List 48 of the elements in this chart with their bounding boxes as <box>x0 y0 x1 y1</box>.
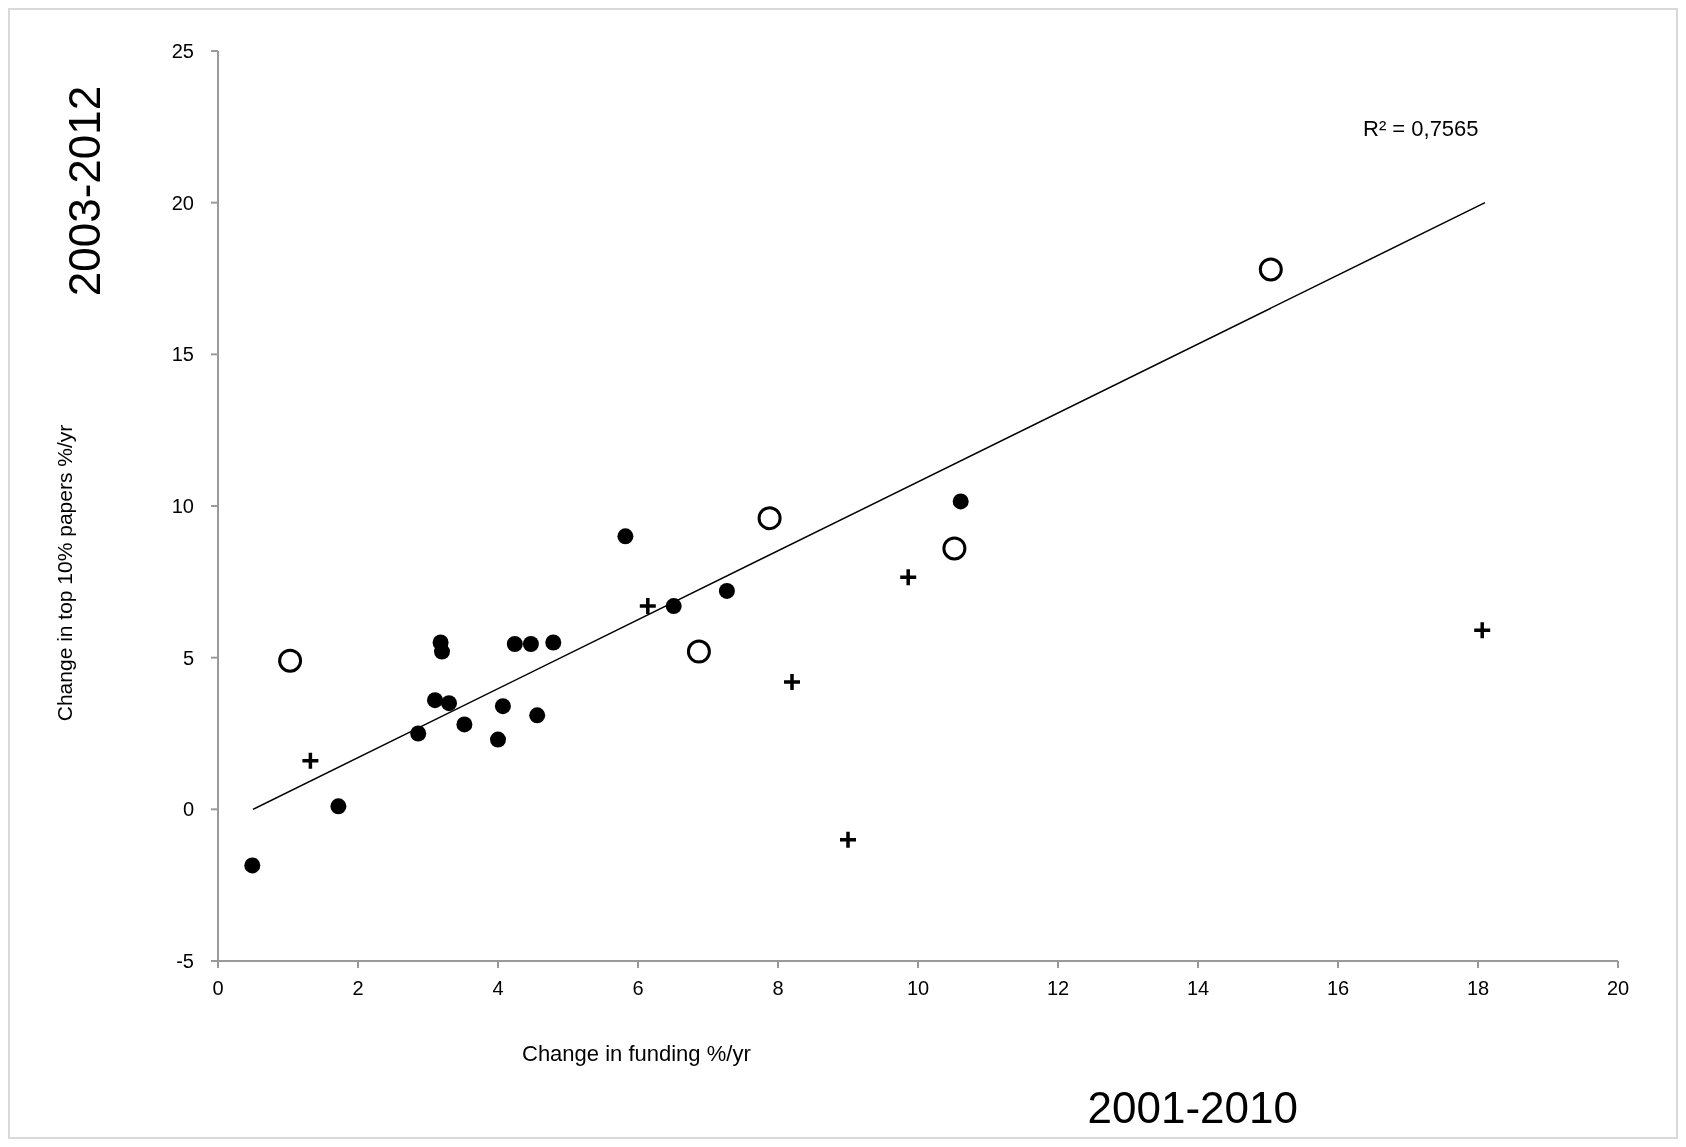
x-tick-label: 6 <box>632 977 644 999</box>
y-tick-label: 10 <box>171 495 194 517</box>
y-tick-label: -5 <box>176 950 194 972</box>
x-tick-label: 16 <box>1326 977 1350 999</box>
y-axis-title: Change in top 10% papers %/yr <box>53 424 76 722</box>
point <box>244 857 261 874</box>
point <box>1258 257 1283 282</box>
x-tick-label: 14 <box>1186 977 1210 999</box>
point <box>456 716 473 733</box>
x-tick-label: 0 <box>212 977 224 999</box>
annotation: R² = 0,7565 <box>1363 116 1479 141</box>
y-tick-label: 20 <box>171 191 194 214</box>
y-tick-label: 15 <box>171 343 194 366</box>
text: 2003-2012 <box>60 85 109 297</box>
point <box>638 596 658 616</box>
point <box>757 506 782 531</box>
text: 2001-2010 <box>1087 1083 1298 1132</box>
y-tick-label: 0 <box>182 798 194 821</box>
point <box>490 731 506 748</box>
point <box>278 648 303 673</box>
point <box>529 707 546 724</box>
point <box>952 493 969 510</box>
x-axis-title: Change in funding %/yr <box>522 1041 751 1066</box>
y-tick-label: 5 <box>182 646 194 669</box>
point <box>300 751 321 771</box>
point <box>427 692 443 709</box>
point <box>686 639 711 664</box>
point <box>545 634 562 651</box>
point <box>330 798 347 815</box>
point <box>718 582 735 599</box>
point <box>898 567 918 588</box>
point <box>617 528 634 545</box>
x-tick-label: 12 <box>1046 977 1070 999</box>
point <box>441 695 457 712</box>
point <box>506 636 523 653</box>
point <box>522 636 539 653</box>
point <box>838 829 858 850</box>
y-tick-label: 25 <box>171 40 194 62</box>
x-tick-label: 18 <box>1466 977 1490 999</box>
x-tick-label: 8 <box>772 977 784 999</box>
point <box>782 672 802 692</box>
point <box>494 698 511 715</box>
point <box>942 536 967 561</box>
x-tick-label: 20 <box>1606 977 1630 999</box>
x-tick-label: 2 <box>352 977 364 999</box>
point <box>1472 620 1492 641</box>
x-tick-label: 4 <box>492 977 504 999</box>
x-tick-label: 10 <box>906 977 930 999</box>
